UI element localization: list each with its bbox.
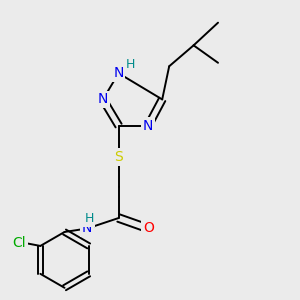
Text: O: O [143, 221, 154, 236]
Text: H: H [84, 212, 94, 225]
Text: N: N [113, 66, 124, 80]
Text: H: H [126, 58, 136, 71]
Text: S: S [114, 150, 123, 164]
Text: N: N [143, 118, 153, 133]
Text: N: N [82, 221, 92, 236]
Text: N: N [98, 92, 108, 106]
Text: Cl: Cl [13, 236, 26, 250]
